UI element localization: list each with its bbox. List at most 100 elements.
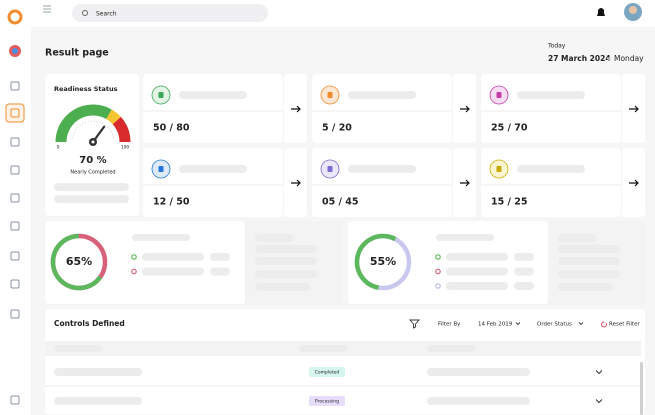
status-badge-text: Completed bbox=[315, 370, 340, 376]
placeholder bbox=[54, 195, 129, 203]
reset-filter[interactable]: Reset Filter bbox=[609, 322, 640, 328]
card-value: 50 / 80 bbox=[153, 123, 190, 134]
scrollbar bbox=[640, 362, 643, 415]
card-value: 15 / 25 bbox=[491, 197, 528, 208]
placeholder bbox=[446, 253, 508, 261]
nav-icon[interactable] bbox=[10, 251, 20, 261]
search-icon bbox=[82, 10, 88, 16]
gauge-band bbox=[112, 116, 131, 143]
stat-card bbox=[312, 148, 452, 217]
placeholder bbox=[558, 270, 620, 278]
reset-icon bbox=[601, 321, 607, 328]
donut-label: 55% bbox=[370, 255, 396, 268]
row-expand[interactable] bbox=[595, 399, 603, 404]
nav-icon[interactable] bbox=[10, 309, 20, 319]
search-placeholder: Search bbox=[96, 11, 117, 18]
legend-dot bbox=[435, 254, 441, 260]
gauge-hub-inner bbox=[91, 140, 95, 144]
placeholder bbox=[558, 283, 613, 291]
card-icon-glyph bbox=[158, 92, 164, 98]
nav-icon[interactable] bbox=[10, 81, 20, 91]
stat-card bbox=[481, 148, 621, 217]
page-title: Result page bbox=[45, 48, 109, 59]
status-badge-text: Processing bbox=[315, 399, 339, 405]
date-filter[interactable]: 14 Feb 2019 bbox=[478, 322, 513, 328]
nav-icon[interactable] bbox=[10, 165, 20, 175]
placeholder bbox=[348, 91, 416, 99]
stat-card bbox=[143, 148, 283, 217]
avatar-face bbox=[629, 6, 637, 14]
placeholder bbox=[255, 283, 310, 291]
placeholder bbox=[514, 282, 534, 290]
placeholder bbox=[54, 368, 142, 376]
donut-arc bbox=[354, 233, 412, 291]
placeholder bbox=[132, 234, 190, 241]
gauge-band bbox=[55, 104, 112, 143]
nav-active bbox=[5, 103, 25, 123]
date-caption: Today bbox=[547, 43, 566, 50]
readiness-title: Readiness Status bbox=[54, 85, 118, 93]
search-box[interactable] bbox=[72, 4, 268, 22]
status-badge bbox=[309, 367, 345, 377]
arrow-icon bbox=[460, 105, 470, 113]
placeholder bbox=[299, 345, 347, 352]
nav-icon[interactable] bbox=[10, 137, 20, 147]
card-icon-glyph bbox=[496, 92, 502, 98]
arrow-icon bbox=[460, 179, 470, 187]
placeholder bbox=[255, 270, 317, 278]
gauge-value: 70 % bbox=[79, 155, 106, 166]
placeholder bbox=[210, 267, 230, 276]
card-icon-glyph bbox=[327, 166, 333, 172]
placeholder bbox=[54, 345, 102, 352]
nav-icon[interactable] bbox=[10, 395, 20, 405]
filter-icon bbox=[409, 319, 420, 329]
nav-icon[interactable] bbox=[10, 221, 20, 231]
stat-card bbox=[481, 74, 621, 143]
gauge-max: 100 bbox=[121, 145, 130, 151]
stat-card bbox=[143, 74, 283, 143]
placeholder bbox=[446, 267, 508, 276]
placeholder bbox=[427, 368, 530, 376]
placeholder bbox=[255, 234, 293, 242]
table-title: Controls Defined bbox=[54, 319, 125, 328]
card-value: 5 / 20 bbox=[322, 123, 352, 134]
placeholder bbox=[179, 91, 247, 99]
card-icon-glyph bbox=[496, 166, 502, 172]
nav-icon[interactable] bbox=[10, 193, 20, 203]
status-filter[interactable]: Order Status bbox=[537, 322, 572, 328]
table-card bbox=[45, 309, 645, 415]
logo bbox=[7, 9, 23, 25]
placeholder bbox=[142, 253, 204, 261]
gauge-caption: Nearly Completed bbox=[70, 170, 115, 176]
filter-label: Filter By bbox=[438, 322, 461, 328]
placeholder bbox=[517, 165, 585, 173]
notification-bell[interactable] bbox=[597, 8, 605, 16]
gauge-min: 0 bbox=[57, 145, 60, 151]
arrow-icon bbox=[291, 179, 301, 187]
sidebar bbox=[0, 0, 31, 415]
arrow-icon bbox=[629, 105, 639, 113]
legend-dot bbox=[435, 283, 441, 289]
card-icon-glyph bbox=[327, 92, 333, 98]
placeholder bbox=[514, 253, 534, 261]
placeholder bbox=[255, 257, 317, 265]
chevron bbox=[515, 322, 521, 326]
chevron bbox=[578, 322, 584, 326]
nav-icon[interactable] bbox=[10, 279, 20, 289]
placeholder bbox=[446, 282, 508, 290]
placeholder bbox=[142, 267, 204, 276]
placeholder bbox=[514, 267, 534, 276]
legend-dot bbox=[131, 254, 137, 260]
nav-icon bbox=[10, 108, 20, 118]
placeholder bbox=[558, 234, 596, 242]
donut-arc bbox=[50, 233, 108, 291]
row-expand[interactable] bbox=[595, 370, 603, 375]
gauge-inner bbox=[71, 120, 115, 139]
separator-dot bbox=[607, 57, 611, 61]
legend-dot bbox=[131, 268, 137, 275]
card-value: 12 / 50 bbox=[153, 197, 190, 208]
placeholder bbox=[558, 245, 620, 253]
placeholder bbox=[210, 253, 230, 261]
